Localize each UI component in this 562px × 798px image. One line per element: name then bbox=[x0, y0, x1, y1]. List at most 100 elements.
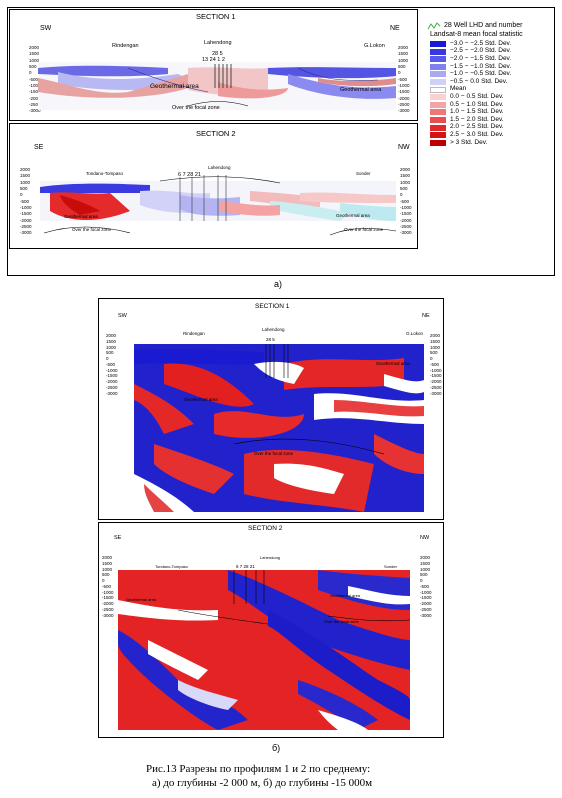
legend-label: −1.5 − −1.0 Std. Dev. bbox=[450, 62, 512, 70]
legend-swatch bbox=[430, 124, 446, 131]
panel-b-section1-ticks-left: 2000 1500 1000 500 0 -500 -1000 -1500 -2000 -2500… bbox=[106, 333, 118, 396]
axis-tick-label: 1500 bbox=[400, 173, 411, 179]
legend-swatch bbox=[430, 41, 446, 47]
axis-tick-label: -1500 bbox=[400, 211, 412, 217]
legend-label: −0.5 − 0.0 Std. Dev. bbox=[450, 77, 508, 85]
figure-caption-line2: а) до глубины -2 000 м, б) до глубины -1… bbox=[152, 777, 373, 789]
axis-tick-label: 1000 bbox=[400, 179, 411, 185]
axis-tick-label: -1000 bbox=[29, 83, 41, 89]
axis-tick-label: 500 bbox=[29, 64, 37, 70]
panel-a-section1-title: SECTION 1 bbox=[196, 12, 236, 21]
legend-item: −0.5 − 0.0 Std. Dev. bbox=[430, 78, 507, 86]
panel-b-section1-title: SECTION 1 bbox=[255, 303, 290, 310]
panel-a-section2-ticks-left: 2000 1500 1000 500 0 -500 -1000 -1500 -2000 -2500… bbox=[20, 167, 32, 236]
axis-tick-label: 2000 bbox=[400, 167, 411, 172]
axis-tick-label: -2500 bbox=[400, 224, 412, 230]
axis-tick-label: -1000 bbox=[106, 367, 118, 373]
panel-b-label: б) bbox=[272, 743, 281, 753]
panel-b-section1-frame bbox=[98, 298, 444, 520]
panel-a-section2-plot bbox=[40, 175, 397, 236]
axis-tick-label: 500 bbox=[398, 64, 406, 70]
legend-label: −3.0 − −2.5 Std. Dev. bbox=[450, 39, 512, 47]
panel-b-section2-ticks-left: 2000 1500 1000 500 0 -500 -1000 -1500 -2000 -2500… bbox=[102, 555, 114, 618]
axis-tick-label: -3000 bbox=[106, 390, 118, 396]
axis-tick-label: 2000 bbox=[430, 333, 441, 338]
axis-tick-label: -500 bbox=[20, 198, 30, 204]
panel-a-section2-ticks-right: 2000 1500 1000 500 0 -500 -1000 -1500 -2000 -2500… bbox=[400, 167, 412, 236]
axis-tick-label: -3000 bbox=[430, 390, 442, 396]
panel-b-section2-place-center: Lahendong bbox=[260, 555, 281, 560]
legend-label: −2.0 − −1.5 Std. Dev. bbox=[450, 54, 512, 62]
axis-tick-label: -2000 bbox=[400, 217, 412, 223]
axis-tick-label: -1500 bbox=[430, 373, 442, 379]
panel-b-section1-geothermal-right: Geothermal area bbox=[376, 361, 410, 366]
axis-tick-label: 1500 bbox=[20, 173, 31, 179]
axis-tick-label: 2000 bbox=[398, 45, 409, 50]
panel-b-section1-plot bbox=[134, 344, 424, 512]
axis-tick-label: -1500 bbox=[398, 89, 410, 95]
panel-b-section1-right-dir: NE bbox=[422, 313, 430, 319]
legend-item: Mean bbox=[430, 86, 466, 94]
axis-tick-label: 500 bbox=[20, 186, 28, 192]
panel-b-section1-place-center: Lahendong bbox=[262, 327, 285, 332]
panel-b-section2-wells: 6 7 28 21 bbox=[236, 564, 255, 569]
legend-swatch bbox=[430, 86, 446, 93]
axis-tick-label: -2000 bbox=[29, 95, 41, 101]
panel-a-section1-ticks-right: 2000 1500 1000 500 0 -500 -1000 -1500 -2000 -2500… bbox=[398, 45, 410, 114]
axis-tick-label: 2000 bbox=[106, 333, 117, 338]
axis-tick-label: -2000 bbox=[430, 379, 442, 384]
panel-a-section2-title: SECTION 2 bbox=[196, 129, 236, 138]
axis-tick-label: -2500 bbox=[420, 606, 432, 612]
axis-tick-label: 0 bbox=[398, 70, 401, 76]
axis-tick-label: 1000 bbox=[106, 344, 117, 350]
legend-stat-title: Landsat-8 mean focal statistic bbox=[430, 31, 523, 38]
panel-a-section2-wells: 6 7 28 21 bbox=[178, 172, 201, 178]
panel-a-section1-wells-bottom: 13 24 1 2 bbox=[202, 57, 225, 63]
axis-tick-label: 1500 bbox=[29, 51, 40, 57]
panel-b-section2-plot bbox=[118, 570, 411, 730]
panel-b-section2-right-dir: NW bbox=[420, 535, 430, 541]
panel-a-section2-place-left: Tondano-Tompaso bbox=[86, 171, 124, 176]
axis-tick-label: -500 bbox=[420, 583, 430, 589]
axis-tick-label: 1000 bbox=[20, 179, 31, 185]
axis-tick-label: 1500 bbox=[106, 338, 117, 344]
legend-item: 2.5 − 3.0 Std. Dev. bbox=[430, 131, 504, 139]
legend-label: 1.0 − 1.5 Std. Dev. bbox=[450, 108, 504, 116]
panel-a-section1-place-right: G.Lokon bbox=[364, 43, 385, 49]
axis-tick-label: -2500 bbox=[102, 606, 114, 612]
axis-tick-label: -2500 bbox=[20, 224, 32, 230]
axis-tick-label: -3000 bbox=[420, 612, 432, 618]
legend-item: 2.0 − 2.5 Std. Dev. bbox=[430, 124, 504, 132]
axis-tick-label: 1500 bbox=[420, 560, 431, 566]
panel-a-section1-right-dir: NE bbox=[390, 25, 400, 32]
axis-tick-label: -2500 bbox=[29, 102, 41, 108]
legend-swatch bbox=[430, 109, 446, 116]
axis-tick-label: -1000 bbox=[102, 589, 114, 595]
legend-swatch bbox=[430, 139, 446, 146]
axis-tick-label: 0 bbox=[102, 578, 105, 583]
axis-tick-label: -2500 bbox=[430, 384, 442, 390]
axis-tick-label: 2000 bbox=[29, 45, 40, 50]
axis-tick-label: 0 bbox=[400, 192, 403, 198]
panel-a-section1-geothermal-right: Geothermal area bbox=[340, 87, 382, 93]
figure-caption-line1: Рис.13 Разрезы по профилям 1 и 2 по сред… bbox=[146, 763, 371, 775]
axis-tick-label: -3000 bbox=[20, 230, 32, 236]
panel-a-section1-geothermal-left: Geothermal area bbox=[150, 83, 199, 90]
panel-b-section1-ticks-right: 2000 1500 1000 500 0 -500 -1000 -1500 -2000 -2500… bbox=[430, 333, 442, 396]
axis-tick-label: -2500 bbox=[398, 102, 410, 108]
panel-b-section1-geothermal-left: Geothermal area bbox=[184, 397, 218, 402]
well-symbol-icon bbox=[427, 22, 441, 30]
axis-tick-label: -1000 bbox=[400, 205, 412, 211]
legend-item: 1.5 − 2.0 Std. Dev. bbox=[430, 116, 504, 124]
panel-a-section1-place-center: Lahendong bbox=[204, 40, 232, 46]
legend-item: −3.0 − −2.5 Std. Dev. bbox=[430, 40, 511, 48]
panel-a-section1-ticks-left: 2000 1500 1000 500 0 -500 -1000 -1500 -2000 -2500… bbox=[29, 45, 41, 114]
axis-tick-label: 0 bbox=[430, 356, 433, 361]
panel-b-section1-place-left: Rindengan bbox=[183, 331, 205, 336]
axis-tick-label: -1000 bbox=[20, 205, 32, 211]
axis-tick-label: -2000 bbox=[106, 379, 118, 384]
axis-tick-label: 0 bbox=[20, 192, 23, 198]
panel-a-section2-place-right: Sonder bbox=[356, 171, 371, 176]
axis-tick-label: -1000 bbox=[430, 367, 442, 373]
axis-tick-label: -2000 bbox=[20, 217, 32, 223]
